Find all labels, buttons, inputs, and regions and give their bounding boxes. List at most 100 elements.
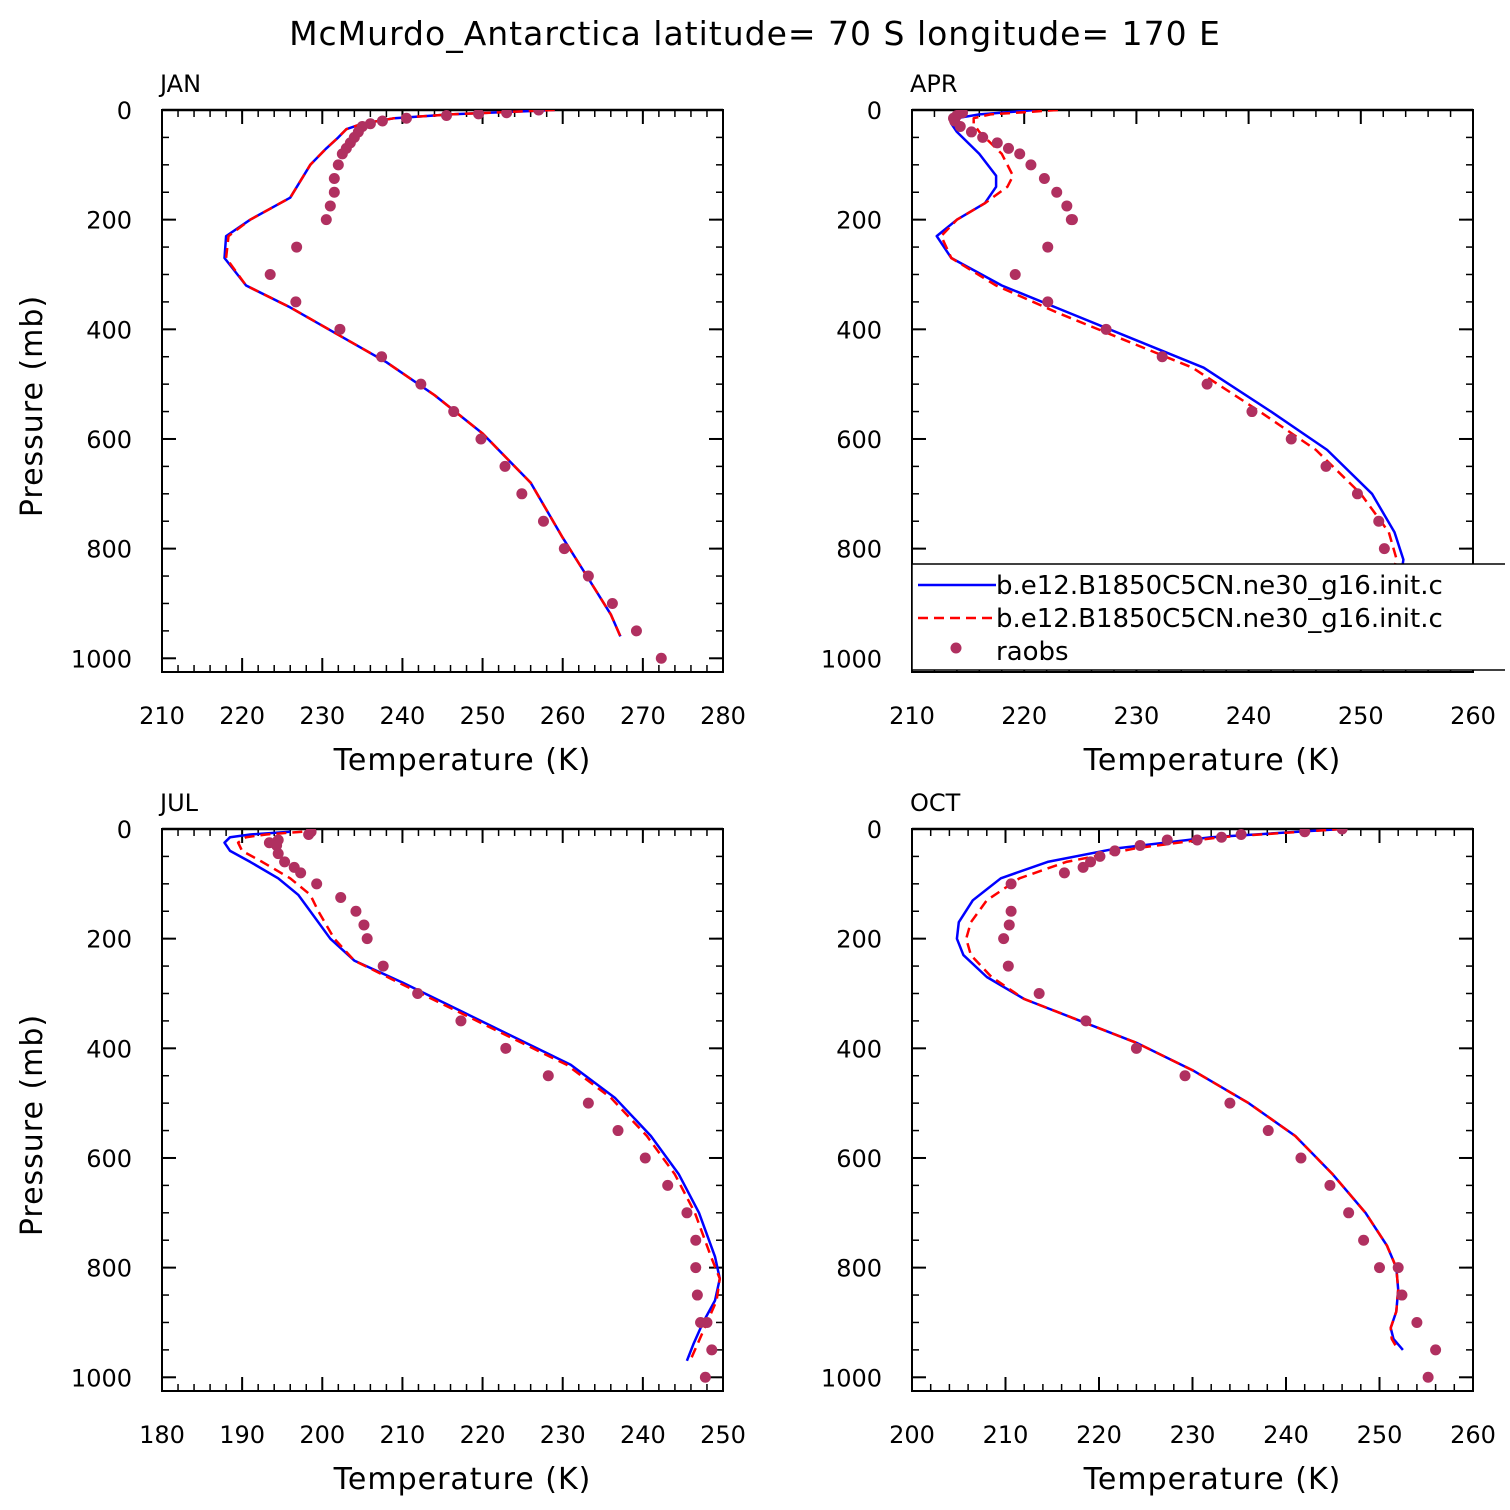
y-tick-label: 400 [86,1035,132,1063]
raobs-point [1058,867,1070,879]
raobs-point [1038,173,1050,185]
raobs-point [1262,1125,1274,1137]
raobs-point [639,1152,651,1164]
x-tick-label: 260 [1450,702,1496,730]
raobs-point [334,323,346,335]
raobs-point [441,110,453,121]
raobs-point [279,856,291,868]
raobs-point [377,960,389,972]
x-tick-label: 210 [983,1421,1029,1449]
raobs-point [500,1042,512,1054]
x-tick-label: 270 [620,702,666,730]
x-tick-label: 210 [380,1421,426,1449]
raobs-point [1005,878,1017,890]
panel-apr: APR 210 220 230 240 250 260 0 200 400 600 800 1000 Te… [821,70,1496,778]
raobs-point [1134,839,1146,851]
x-tick-label: 200 [889,1421,935,1449]
raobs-point [691,1289,703,1301]
y-tick-label: 800 [836,1255,882,1283]
raobs-point [475,433,487,445]
raobs-point [1374,1262,1385,1274]
raobs-point [965,126,977,138]
y-tick-label: 0 [117,816,132,844]
raobs-point [328,186,340,198]
raobs-point [1235,829,1247,840]
raobs-point [1042,241,1054,253]
plot-area-apr [935,110,1436,664]
x-axis-title-apr: Temperature (K) [1083,743,1342,778]
raobs-point [1295,1152,1307,1164]
raobs-point [991,137,1003,149]
raobs-point [542,1070,554,1082]
x-tick-label: 190 [219,1421,265,1449]
raobs-point [1336,829,1348,835]
raobs-point [361,933,373,945]
raobs-point [320,214,332,226]
raobs-point [1042,296,1054,308]
raobs-point [473,110,485,120]
raobs-point [1094,850,1106,862]
x-tick-label: 220 [460,1421,506,1449]
panel-jan: JAN 210 220 230 240 250 260 270 280 0 200 400 600 800… [15,70,746,778]
raobs-point [1003,919,1015,931]
model-line-solid-apr [935,110,1405,637]
legend-label-1: b.e12.B1850C5CN.ne30_g16.init.c [996,604,1443,634]
x-tick-label: 240 [380,702,426,730]
raobs-point [1320,460,1332,472]
raobs-point [1077,861,1089,873]
raobs-point [1358,1234,1370,1246]
panel-label-oct: OCT [910,789,961,817]
raobs-point [1392,1262,1404,1274]
model-line-dashed-jul [236,830,722,1362]
figure-title: McMurdo_Antarctica latitude= 70 S longit… [289,14,1221,53]
raobs-point [358,919,370,931]
panel-label-apr: APR [910,70,958,98]
raobs-point [376,115,388,127]
x-axis-title-jan: Temperature (K) [333,743,592,778]
raobs-point [998,933,1010,945]
raobs-point [533,110,545,116]
raobs-point [516,488,528,500]
raobs-point [1066,214,1078,226]
raobs-point [415,378,427,390]
raobs-point [582,1097,594,1109]
y-tick-label: 200 [836,207,882,235]
y-tick-label: 0 [867,816,882,844]
raobs-point [272,848,284,860]
y-tick-label: 1000 [71,645,132,673]
plot-area-oct [955,829,1442,1383]
model-line-solid-jan [223,110,622,637]
y-tick-label: 600 [836,426,882,454]
raobs-point [630,625,642,637]
raobs-point [1002,960,1014,972]
x-axis-title-jul: Temperature (K) [333,1462,592,1497]
x-tick-label: 250 [1338,702,1384,730]
panel-label-jul: JUL [158,789,199,817]
raobs-point [1033,987,1045,999]
raobs-point [1009,268,1021,280]
x-tick-label: 240 [1263,1421,1309,1449]
raobs-point [412,987,424,999]
x-axis-title-oct: Temperature (K) [1083,1462,1342,1497]
x-tick-label: 240 [1226,702,1272,730]
y-tick-label: 0 [117,97,132,125]
raobs-point [295,867,307,879]
raobs-point [1299,829,1311,838]
raobs-point [1080,1015,1092,1027]
raobs-point [1351,488,1363,500]
x-tick-label: 210 [889,702,935,730]
raobs-point [1109,845,1121,857]
raobs-point [1061,200,1073,212]
legend: b.e12.B1850C5CN.ne30_g16.init.cb.e12.B18… [911,563,1505,671]
x-tick-label: 230 [1113,702,1159,730]
raobs-point [376,351,388,363]
raobs-point [1246,406,1258,418]
x-tick-label: 250 [700,1421,746,1449]
y-axis-title-jan: Pressure (mb) [15,295,50,517]
y-tick-label: 200 [836,926,882,954]
y-tick-label: 800 [86,1255,132,1283]
legend-label-0: b.e12.B1850C5CN.ne30_g16.init.c [996,571,1443,601]
x-tick-label: 220 [1076,1421,1122,1449]
y-tick-label: 800 [836,536,882,564]
raobs-point [662,1179,674,1191]
